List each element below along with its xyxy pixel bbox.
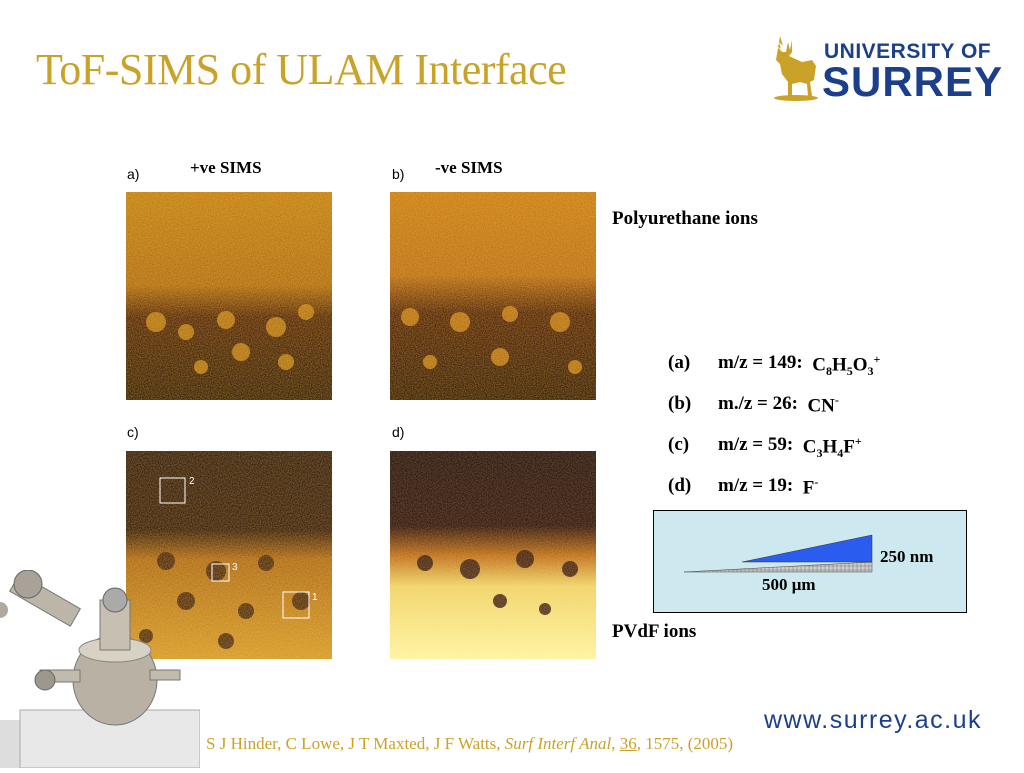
length-label: 500 μm <box>762 575 816 594</box>
citation-rest: , 1575, (2005) <box>636 734 734 753</box>
ion-formula: C8H5O3+ <box>812 352 881 379</box>
roi-label-3: 3 <box>232 562 238 573</box>
university-logo: UNIVERSITY OF SURREY <box>762 34 1002 105</box>
ion-letter: (c) <box>668 434 690 455</box>
citation-journal: Surf Interf Anal, <box>504 734 616 753</box>
pvdf-label: PVdF ions <box>612 621 697 642</box>
ion-row-c: (c) m/z = 59: C3H4F+ <box>668 434 880 475</box>
logo-line1: UNIVERSITY OF <box>824 40 992 63</box>
ion-mz: m/z = 149: <box>718 352 813 373</box>
height-label: 250 nm <box>880 547 934 566</box>
sims-image-b <box>390 192 596 400</box>
ion-formula: F- <box>802 475 819 499</box>
citation-authors: S J Hinder, C Lowe, J T Maxted, J F Watt… <box>206 734 505 753</box>
polyurethane-label: Polyurethane ions <box>612 208 758 229</box>
ion-mz: m/z = 59: <box>718 434 803 455</box>
wedge-diagram: 250 nm 500 μm <box>653 510 967 613</box>
roi-box-1 <box>282 591 310 619</box>
roi-box-3 <box>211 563 230 582</box>
ion-mz: m/z = 19: <box>718 475 803 496</box>
panel-a-label: a) <box>127 166 140 182</box>
panel-c-label: c) <box>127 424 139 440</box>
sims-image-d <box>390 451 596 659</box>
sims-image-a <box>126 192 332 400</box>
roi-label-1: 1 <box>312 592 318 603</box>
roi-box-2 <box>159 477 186 504</box>
ion-letter: (d) <box>668 475 692 496</box>
coating-wedge <box>741 534 873 563</box>
ion-letter: (b) <box>668 393 692 414</box>
ion-mz: m./z = 26: <box>718 393 808 414</box>
slide-title: ToF-SIMS of ULAM Interface <box>36 45 567 94</box>
stag-icon <box>774 36 818 101</box>
citation: S J Hinder, C Lowe, J T Maxted, J F Watt… <box>206 734 733 754</box>
substrate-wedge <box>683 561 873 573</box>
ion-letter: (a) <box>668 352 691 373</box>
panel-a-heading: +ve SIMS <box>190 158 262 177</box>
ion-row-b: (b) m./z = 26: CN- <box>668 393 880 434</box>
instrument-image <box>0 569 201 769</box>
roi-label-2: 2 <box>189 476 195 487</box>
logo-line2: SURREY <box>822 58 1004 105</box>
panel-b-heading: -ve SIMS <box>435 158 503 177</box>
ion-list: (a) m/z = 149: C8H5O3+ (b) m./z = 26: CN… <box>668 352 880 516</box>
panel-d-label: d) <box>392 424 405 440</box>
ion-formula: C3H4F+ <box>802 434 862 461</box>
ion-row-d: (d) m/z = 19: F- <box>668 475 880 516</box>
citation-volume: 36 <box>619 734 637 753</box>
website-url: www.surrey.ac.uk <box>764 706 983 734</box>
sims-image-c: 2 3 1 <box>126 451 332 659</box>
ion-row-a: (a) m/z = 149: C8H5O3+ <box>668 352 880 393</box>
panel-b-label: b) <box>392 166 405 182</box>
ion-formula: CN- <box>807 393 839 417</box>
